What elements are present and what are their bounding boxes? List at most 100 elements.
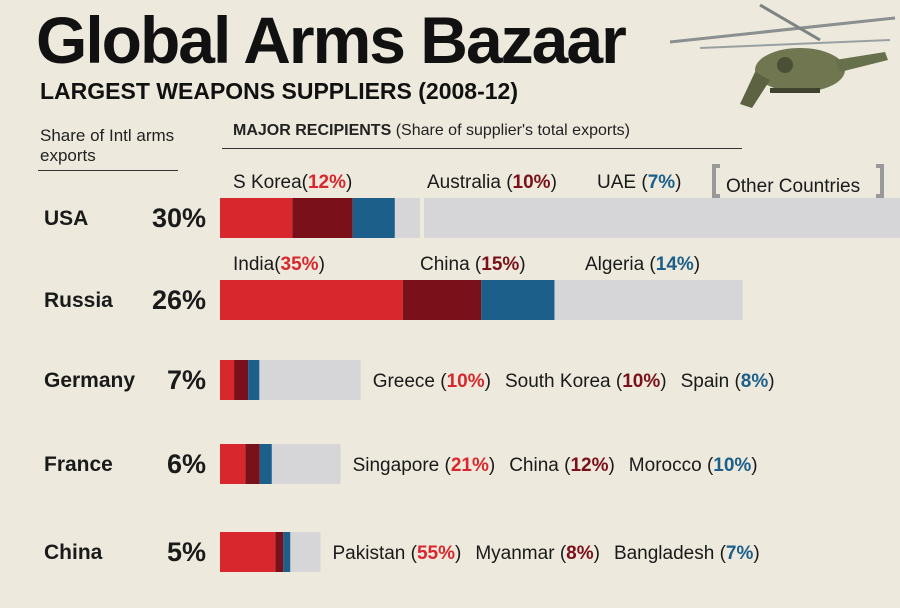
paren-close: ) <box>660 371 666 392</box>
recipient-pct: 7% <box>648 172 676 193</box>
bar-segment-second <box>245 444 260 484</box>
paren-close: ) <box>694 254 700 275</box>
recipient-name: China <box>420 254 475 275</box>
bar-segment-first <box>220 444 246 484</box>
recipient-pct: 12% <box>570 455 608 476</box>
paren-open: ( <box>274 254 281 275</box>
recipients-label-rest: (Share of supplier's total exports) <box>391 122 630 139</box>
bar-segment-third <box>248 360 260 400</box>
recipient-name: Pakistan <box>333 543 411 564</box>
paren-close: ) <box>489 455 495 476</box>
recipient-pct: 55% <box>417 543 455 564</box>
legend-bracket-right <box>876 164 884 198</box>
recipient-name: Singapore <box>353 455 445 476</box>
recipient-label: Greece (10%) <box>373 371 491 392</box>
bar-segment-other <box>394 198 420 238</box>
paren-close: ) <box>319 254 325 275</box>
paren-open: ( <box>411 543 418 564</box>
recipient-label: S Korea(12%) <box>233 172 352 193</box>
paren-close: ) <box>594 543 600 564</box>
recipient-label: Pakistan (55%) <box>333 543 462 564</box>
recipient-name: Myanmar <box>475 543 559 564</box>
paren-close: ) <box>519 254 525 275</box>
paren-open: ( <box>649 254 656 275</box>
share-label-rule <box>38 170 178 171</box>
recipient-label: Singapore (21%) <box>353 455 496 476</box>
paren-open: ( <box>616 371 623 392</box>
recipient-name: Algeria <box>585 254 649 275</box>
paren-open: ( <box>641 172 648 193</box>
bar-segment-third <box>481 280 555 320</box>
recipient-pct: 8% <box>741 371 769 392</box>
paren-close: ) <box>675 172 681 193</box>
legend-other-label: Other Countries <box>726 176 860 197</box>
supplier-share: 5% <box>167 537 206 567</box>
paren-open: ( <box>560 543 567 564</box>
paren-close: ) <box>753 543 759 564</box>
bar-segment-second <box>234 360 249 400</box>
recipient-pct: 10% <box>447 371 485 392</box>
legend-bracket-left <box>712 164 720 198</box>
supplier-name: China <box>44 541 103 564</box>
bar-segment-other <box>259 360 361 400</box>
supplier-name: France <box>44 453 113 476</box>
supplier-name: USA <box>44 207 88 230</box>
recipient-label: China (15%) <box>420 254 526 275</box>
recipient-label: UAE (7%) <box>597 172 681 193</box>
recipients-label-rule <box>222 148 742 149</box>
bar-segment-third <box>259 444 272 484</box>
bar-segment-other-continued <box>424 198 900 238</box>
recipient-name: India <box>233 254 275 275</box>
paren-open: ( <box>707 455 714 476</box>
supplier-share: 7% <box>167 365 206 395</box>
page-subtitle: LARGEST WEAPONS SUPPLIERS (2008-12) <box>40 78 518 104</box>
paren-open: ( <box>440 371 447 392</box>
share-column-label: Share of Intl arms exports <box>40 126 175 165</box>
paren-close: ) <box>455 543 461 564</box>
paren-close: ) <box>485 371 491 392</box>
recipient-name: Bangladesh <box>614 543 720 564</box>
recipient-label: Myanmar (8%) <box>475 543 600 564</box>
paren-close: ) <box>768 371 774 392</box>
recipient-label: Morocco (10%) <box>629 455 758 476</box>
bar-segment-second <box>402 280 482 320</box>
paren-open: ( <box>506 172 513 193</box>
paren-close: ) <box>346 172 352 193</box>
bar-segment-first <box>220 280 403 320</box>
recipient-label: Australia (10%) <box>427 172 557 193</box>
bar-segment-other <box>554 280 743 320</box>
bar-segment-other <box>271 444 341 484</box>
recipient-pct: 10% <box>622 371 660 392</box>
helicopter-icon <box>669 3 896 108</box>
supplier-name: Germany <box>44 369 135 392</box>
recipient-label: South Korea (10%) <box>505 371 667 392</box>
bar-segment-second <box>292 198 353 238</box>
recipient-pct: 15% <box>481 254 519 275</box>
recipient-name: South Korea <box>505 371 616 392</box>
paren-open: ( <box>564 455 571 476</box>
recipient-label: Algeria (14%) <box>585 254 700 275</box>
recipient-name: China <box>509 455 564 476</box>
bar-segment-second <box>275 532 284 572</box>
bar-segment-other <box>290 532 321 572</box>
paren-close: ) <box>608 455 614 476</box>
bar-segment-first <box>220 532 276 572</box>
supplier-name: Russia <box>44 289 113 312</box>
paren-open: ( <box>475 254 482 275</box>
recipient-name: Australia <box>427 172 506 193</box>
recipient-name: Morocco <box>629 455 707 476</box>
recipients-label-bold: MAJOR RECIPIENTS <box>233 122 392 139</box>
recipient-pct: 10% <box>713 455 751 476</box>
recipient-label: India(35%) <box>233 254 325 275</box>
bar-segment-third <box>283 532 291 572</box>
recipient-pct: 7% <box>726 543 754 564</box>
recipient-name: Spain <box>681 371 735 392</box>
paren-open: ( <box>302 172 309 193</box>
paren-open: ( <box>445 455 452 476</box>
bar-segment-first <box>220 360 235 400</box>
supplier-share: 26% <box>152 285 206 315</box>
recipient-pct: 21% <box>451 455 489 476</box>
recipient-name: Greece <box>373 371 441 392</box>
paren-close: ) <box>751 455 757 476</box>
